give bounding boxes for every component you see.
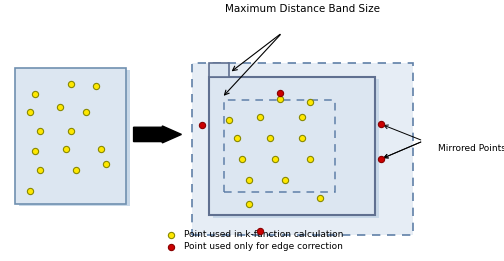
Bar [19,70,130,206]
Text: Point used only for edge correction: Point used only for edge correction [184,242,343,251]
Bar [192,63,413,235]
Text: Mirrored Points: Mirrored Points [438,144,504,153]
Bar [209,63,229,77]
Bar [209,77,375,215]
Text: Maximum Distance Band Size: Maximum Distance Band Size [225,4,380,14]
Text: Point used in k-function calculation: Point used in k-function calculation [184,230,343,239]
Bar [213,79,379,218]
FancyArrow shape [134,126,181,143]
Bar [224,100,335,192]
Bar [15,68,126,204]
